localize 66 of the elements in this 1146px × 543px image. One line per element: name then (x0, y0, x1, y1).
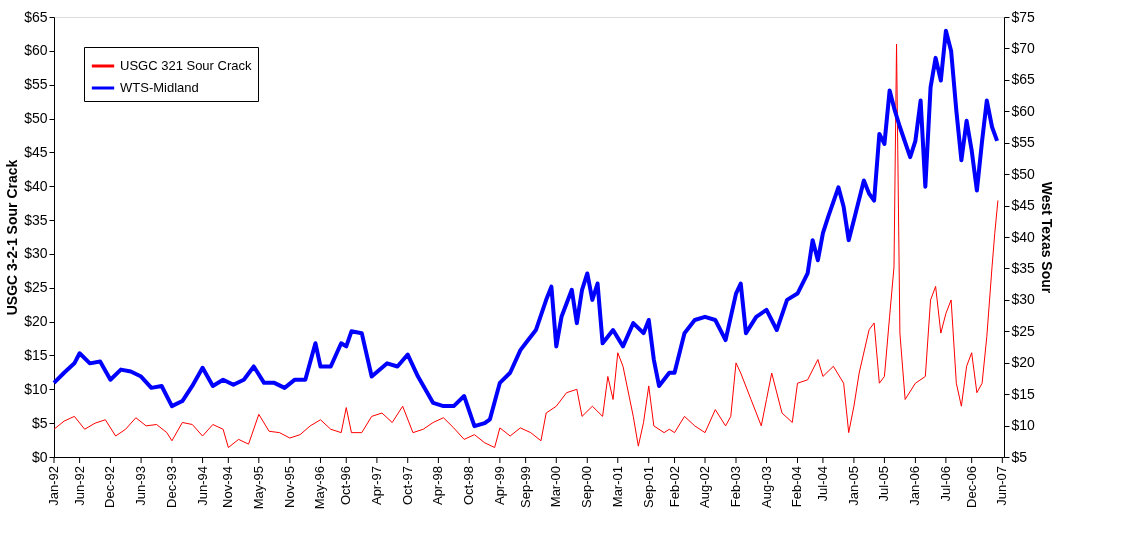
x-tick-label: Dec-93 (163, 466, 179, 508)
x-tick-label: Oct-96 (338, 466, 354, 506)
y2-tick-label: $5 (1011, 448, 1028, 465)
x-tick-label: Jun-92 (71, 466, 87, 506)
x-tick-label: Jan-05 (845, 466, 861, 506)
y-tick-label: $20 (24, 313, 48, 330)
y-tick-label: $30 (24, 245, 48, 262)
x-tick-label: Sep-00 (579, 466, 595, 508)
y-tick-label: $55 (24, 76, 48, 93)
y-tick-label: $10 (24, 380, 48, 397)
x-tick-label: Jul-04 (814, 466, 830, 502)
x-tick-label: Dec-06 (963, 466, 979, 508)
y2-tick-label: $30 (1011, 291, 1036, 308)
x-tick-label: Aug-03 (758, 466, 774, 508)
y2-tick-label: $65 (1011, 71, 1036, 88)
y-tick-label: $60 (24, 42, 48, 59)
y-tick-label: $25 (24, 279, 48, 296)
y-tick-label: $50 (24, 110, 48, 127)
y-tick-label: $40 (24, 177, 48, 194)
y2-tick-label: $10 (1011, 417, 1036, 434)
x-tick-label: Aug-02 (697, 466, 713, 508)
y2-tick-label: $20 (1011, 354, 1036, 371)
x-tick-label: Dec-92 (102, 466, 118, 508)
y2-tick-label: $25 (1011, 322, 1036, 339)
x-tick-label: Apr-98 (430, 466, 446, 506)
y2-tick-label: $50 (1011, 165, 1036, 182)
x-tick-label: Jul-05 (876, 466, 892, 502)
y-tick-label: $0 (31, 448, 48, 465)
x-tick-label: May-96 (312, 466, 328, 510)
x-tick-label: Jan-92 (46, 466, 61, 506)
x-tick-label: Oct-98 (461, 466, 477, 506)
x-tick-label: Oct-97 (399, 466, 415, 506)
x-tick-label: Jan-06 (907, 466, 923, 506)
y2-tick-label: $75 (1011, 8, 1036, 25)
x-tick-label: Mar-01 (609, 466, 625, 508)
x-tick-label: Mar-00 (548, 466, 564, 508)
x-tick-label: Jul-06 (937, 466, 953, 502)
x-tick-label: Feb-03 (728, 466, 744, 508)
x-tick-label: Feb-04 (789, 466, 805, 508)
x-tick-label: May-95 (250, 466, 266, 510)
y-tick-label: $35 (24, 211, 48, 228)
y2-tick-label: $60 (1011, 102, 1036, 119)
y-axis-title: USGC 3-2-1 Sour Crack (4, 159, 21, 316)
x-tick-label: Sep-99 (517, 466, 533, 508)
x-tick-label: Feb-02 (666, 466, 682, 508)
y-tick-label: $15 (24, 346, 48, 363)
y2-tick-label: $70 (1011, 39, 1036, 56)
y-tick-label: $45 (24, 143, 48, 160)
x-tick-label: Sep-01 (640, 466, 656, 508)
x-tick-label: Apr-99 (491, 466, 507, 506)
y2-tick-label: $40 (1011, 228, 1036, 245)
y-tick-label: $5 (31, 414, 48, 431)
y2-tick-label: $15 (1011, 385, 1036, 402)
x-tick-label: Jun-94 (194, 466, 210, 506)
legend-label: USGC 321 Sour Crack (120, 58, 252, 73)
x-tick-label: Jun-93 (133, 466, 149, 506)
legend-label: WTS-Midland (120, 80, 199, 95)
y2-tick-label: $35 (1011, 259, 1036, 276)
y-tick-label: $65 (24, 8, 48, 25)
x-tick-label: Apr-97 (368, 466, 384, 506)
y2-tick-label: $55 (1011, 134, 1036, 151)
x-tick-label: Jun-07 (994, 466, 1010, 506)
x-tick-label: Nov-95 (281, 466, 297, 508)
x-tick-label: Nov-94 (220, 466, 236, 508)
y2-axis-title: West Texas Sour (1038, 181, 1055, 294)
y2-tick-label: $45 (1011, 197, 1036, 214)
